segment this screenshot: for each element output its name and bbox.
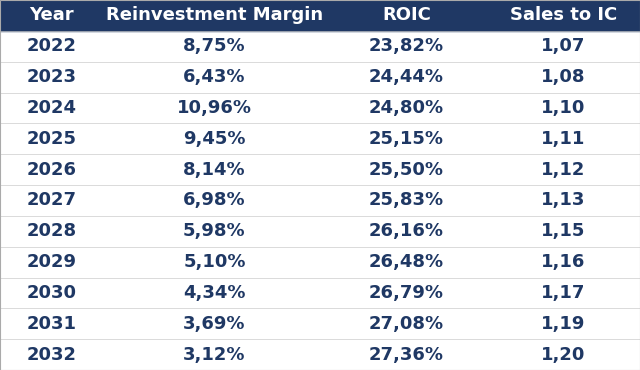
Bar	[0, 216, 640, 247]
Bar	[0, 31, 640, 62]
Text: Year: Year	[29, 6, 74, 24]
Bar	[0, 185, 640, 216]
Text: 1,11: 1,11	[541, 130, 586, 148]
Text: 1,12: 1,12	[541, 161, 586, 179]
Text: 3,12%: 3,12%	[183, 346, 246, 364]
Text: 27,08%: 27,08%	[369, 315, 444, 333]
Text: 1,19: 1,19	[541, 315, 586, 333]
Text: 1,15: 1,15	[541, 222, 586, 240]
Text: 4,34%: 4,34%	[183, 284, 246, 302]
Text: 8,75%: 8,75%	[183, 37, 246, 55]
Bar	[0, 92, 640, 123]
Bar	[0, 339, 640, 370]
Text: 1,17: 1,17	[541, 284, 586, 302]
Text: 2025: 2025	[26, 130, 76, 148]
Text: 9,45%: 9,45%	[183, 130, 246, 148]
Text: 2024: 2024	[26, 99, 76, 117]
Text: 2023: 2023	[26, 68, 76, 86]
Text: 10,96%: 10,96%	[177, 99, 252, 117]
Text: 26,79%: 26,79%	[369, 284, 444, 302]
Text: 2029: 2029	[26, 253, 76, 271]
Text: Sales to IC: Sales to IC	[509, 6, 617, 24]
Text: 2027: 2027	[26, 191, 76, 209]
Bar	[0, 123, 640, 154]
Text: 5,98%: 5,98%	[183, 222, 246, 240]
Text: 25,50%: 25,50%	[369, 161, 444, 179]
Text: 2022: 2022	[26, 37, 76, 55]
Text: 5,10%: 5,10%	[183, 253, 246, 271]
Text: 1,08: 1,08	[541, 68, 586, 86]
Text: ROIC: ROIC	[382, 6, 431, 24]
Text: 2031: 2031	[26, 315, 76, 333]
Bar	[0, 154, 640, 185]
Text: 23,82%: 23,82%	[369, 37, 444, 55]
Text: 3,69%: 3,69%	[183, 315, 246, 333]
Text: 2028: 2028	[26, 222, 76, 240]
Text: 6,43%: 6,43%	[183, 68, 246, 86]
Text: 2030: 2030	[26, 284, 76, 302]
Bar	[0, 0, 640, 31]
Text: Reinvestment Margin: Reinvestment Margin	[106, 6, 323, 24]
Bar	[0, 308, 640, 339]
Text: 2032: 2032	[26, 346, 76, 364]
Text: 24,80%: 24,80%	[369, 99, 444, 117]
Text: 1,07: 1,07	[541, 37, 586, 55]
Text: 1,10: 1,10	[541, 99, 586, 117]
Text: 26,48%: 26,48%	[369, 253, 444, 271]
Text: 25,83%: 25,83%	[369, 191, 444, 209]
Bar	[0, 247, 640, 278]
Text: 2026: 2026	[26, 161, 76, 179]
Text: 26,16%: 26,16%	[369, 222, 444, 240]
Text: 1,20: 1,20	[541, 346, 586, 364]
Bar	[0, 62, 640, 92]
Text: 1,13: 1,13	[541, 191, 586, 209]
Text: 24,44%: 24,44%	[369, 68, 444, 86]
Text: 25,15%: 25,15%	[369, 130, 444, 148]
Text: 1,16: 1,16	[541, 253, 586, 271]
Text: 27,36%: 27,36%	[369, 346, 444, 364]
Text: 8,14%: 8,14%	[183, 161, 246, 179]
Bar	[0, 278, 640, 308]
Text: 6,98%: 6,98%	[183, 191, 246, 209]
